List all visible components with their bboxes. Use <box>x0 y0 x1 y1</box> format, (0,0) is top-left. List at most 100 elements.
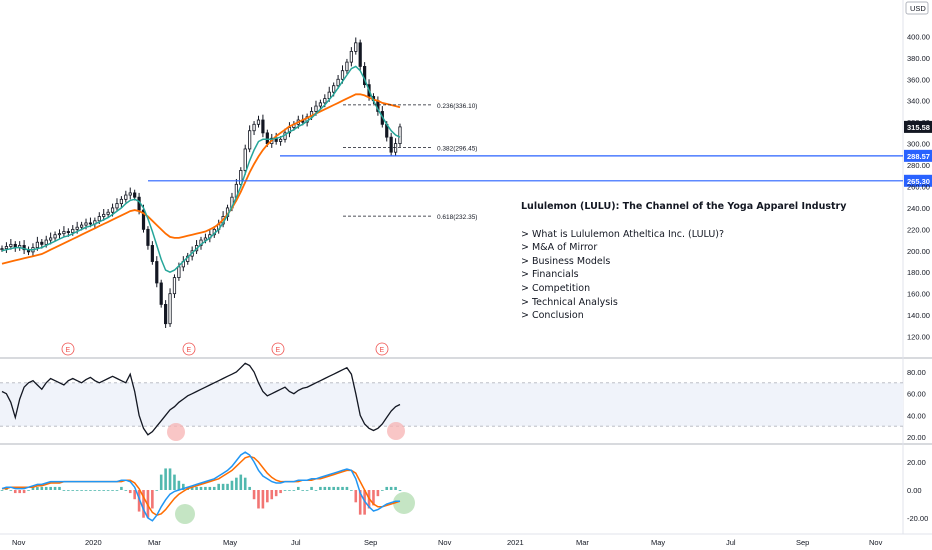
candle-body <box>84 222 88 226</box>
candle-body <box>9 243 13 247</box>
macd-histogram-bar <box>53 486 57 490</box>
macd-histogram-bar <box>243 477 247 490</box>
candle-body <box>110 207 115 213</box>
level-badge <box>904 149 932 162</box>
macd-histogram-bar <box>84 490 88 491</box>
price-tick-label: 220.00 <box>907 225 930 234</box>
earnings-marker <box>375 342 389 356</box>
macd-histogram-bar <box>115 490 119 491</box>
time-tick-label: Sep <box>796 538 809 547</box>
macd-histogram-bar <box>332 486 335 490</box>
macd-histogram-bar <box>226 483 229 490</box>
candle-body <box>40 241 44 245</box>
macd-histogram-bar <box>93 490 97 491</box>
candle-body <box>119 198 123 205</box>
macd-histogram-bar <box>173 474 176 490</box>
macd-cross-highlight <box>175 504 195 524</box>
candle-body <box>358 42 362 67</box>
candle-body <box>243 148 247 171</box>
annotation-item: Competition <box>521 282 846 296</box>
earnings-marker <box>271 342 285 356</box>
oversold-highlight <box>167 423 185 441</box>
candle-body <box>287 127 292 134</box>
time-tick-label: Jul <box>726 538 736 547</box>
candle-body <box>314 105 318 112</box>
macd-histogram-bar <box>80 490 83 491</box>
candle-body <box>345 61 349 72</box>
candle-body <box>336 78 340 87</box>
macd-histogram-bar <box>296 486 300 490</box>
level-label: 265.30 <box>907 177 930 186</box>
earnings-marker-label: E <box>187 347 192 354</box>
macd-histogram-bar <box>301 490 305 491</box>
fib-label: 0.618(232.35) <box>437 214 477 221</box>
oscillator-line-path <box>1 362 401 436</box>
price-tick-label: 140.00 <box>907 311 930 320</box>
annotation-title: Lululemon (LULU): The Channel of the Yog… <box>521 201 847 212</box>
candle-body <box>80 224 84 228</box>
annotation-panel: Lululemon (LULU): The Channel of the Yog… <box>521 200 846 323</box>
candle-body <box>168 293 172 325</box>
candle-body <box>0 248 4 251</box>
fib-label: 0.382(296.45) <box>437 145 477 152</box>
candle-body <box>340 70 345 80</box>
macd-histogram-bar <box>0 490 4 491</box>
macd-histogram-bar <box>327 486 331 490</box>
earnings-marker <box>182 342 196 356</box>
macd-histogram-bar <box>350 490 353 491</box>
macd-histogram-bar <box>164 468 167 490</box>
candle-body <box>62 231 66 235</box>
moving-averages <box>1 65 401 274</box>
annotation-item: Technical Analysis <box>521 296 846 310</box>
time-tick-label: Nov <box>438 538 452 547</box>
time-tick-label: Nov <box>12 538 26 547</box>
annotation-item: M&A of Mirror <box>521 241 846 255</box>
candle-body <box>75 226 79 230</box>
macd-histogram-bar <box>124 490 128 491</box>
macd-histogram-bar <box>261 490 265 509</box>
macd-histogram-bar <box>102 490 106 491</box>
macd-histogram-bar <box>182 483 185 490</box>
price-tick-label: 160.00 <box>907 290 930 299</box>
macd-histogram-bar <box>199 486 203 490</box>
candle-body <box>278 138 283 142</box>
time-axis: Nov 2020 Mar May Jul Sep Nov 2021 Mar May Jul Sep No… <box>0 533 932 547</box>
candle-body <box>172 277 177 295</box>
macd-histogram-bar <box>159 474 163 490</box>
earnings-marker-label: E <box>380 347 385 354</box>
candle-body <box>53 234 57 239</box>
macd-histogram-bar <box>190 486 194 490</box>
candle-body <box>261 119 265 134</box>
candle-body <box>393 143 398 153</box>
price-tick-label: 400.00 <box>907 32 930 41</box>
fibonacci-levels[interactable]: 0.236(336.10) 0.382(296.45) 0.618(232.35) <box>343 103 477 221</box>
candle-body <box>150 245 154 262</box>
candle-body <box>155 261 159 284</box>
candle-body <box>252 123 256 132</box>
macd-histogram-bar <box>106 490 110 491</box>
macd-histogram-bar <box>314 490 318 491</box>
macd-histogram-bar <box>204 486 207 490</box>
candle-body <box>115 203 119 209</box>
macd-histogram-bar <box>89 490 92 491</box>
macd-histogram-bar <box>279 490 282 494</box>
candle-body <box>71 228 75 233</box>
candle-body <box>57 233 62 236</box>
macd-histogram-bar <box>345 486 349 490</box>
macd-histogram-bar <box>75 490 79 491</box>
currency-box <box>905 1 929 15</box>
candle-body <box>44 239 48 245</box>
support-levels[interactable]: 288.57 265.30 <box>148 149 932 187</box>
macd-histogram-bar <box>49 486 52 490</box>
macd-histogram-bar <box>372 490 375 506</box>
time-tick-label: Mar <box>148 538 161 547</box>
macd-panel <box>0 451 402 522</box>
macd-histogram-bar <box>394 486 397 490</box>
candle-body <box>177 266 181 279</box>
macd-histogram-bar <box>31 486 35 490</box>
time-tick-label: Jul <box>291 538 301 547</box>
macd-histogram-bar <box>71 490 75 491</box>
macd-histogram-bar <box>354 490 358 503</box>
